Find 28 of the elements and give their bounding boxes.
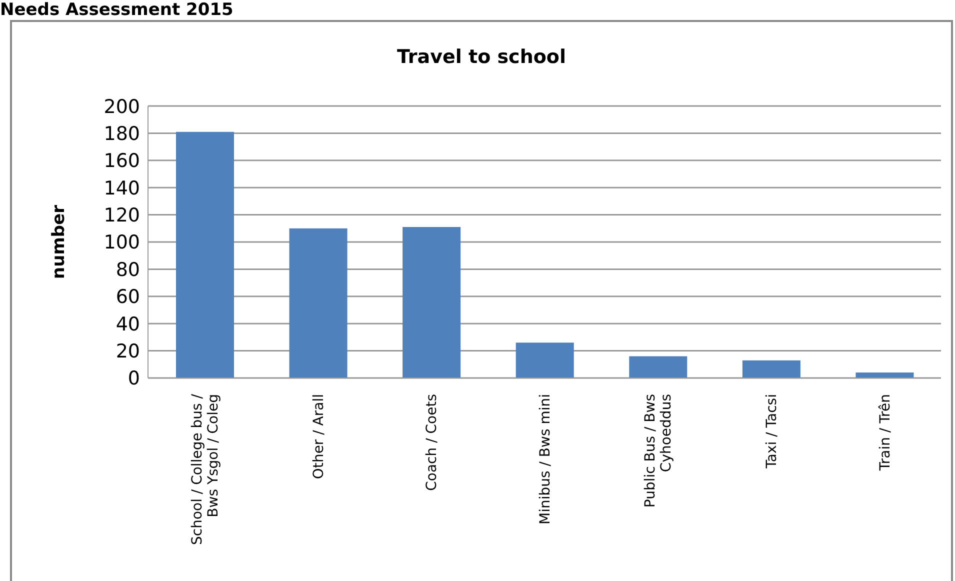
y-tick-label: 0 <box>128 368 140 390</box>
bar <box>176 132 234 378</box>
bar <box>742 360 800 378</box>
bar <box>629 356 688 378</box>
x-tick-label: Taxi / Tacsi <box>764 394 780 470</box>
x-tick-label: Public Bus / Bws Cyhoeddus <box>642 394 675 508</box>
y-tick-label: 20 <box>116 340 140 363</box>
x-tick-label: School / College bus / Bws Ysgol / Coleg <box>190 394 222 545</box>
y-tick-label: 40 <box>116 313 140 336</box>
y-tick-label: 80 <box>116 258 140 281</box>
bar <box>402 227 461 378</box>
y-tick-label: 60 <box>116 286 140 308</box>
y-axis-title: number <box>49 204 70 280</box>
text: Needs Assessment 2015 <box>0 0 234 20</box>
y-tick-label: 120 <box>104 204 140 227</box>
bar <box>856 372 914 378</box>
y-tick-label: 100 <box>104 232 140 254</box>
x-tick-label: Other / Arall <box>310 394 327 480</box>
y-tick-label: 200 <box>104 96 140 118</box>
x-tick-label: Train / Trên <box>877 394 894 472</box>
chart-title: Travel to school <box>396 46 567 68</box>
x-tick-label: Coach / Coets <box>424 394 440 491</box>
bar <box>289 228 348 378</box>
y-tick-label: 140 <box>104 177 140 200</box>
y-tick-label: 160 <box>104 150 140 172</box>
bar <box>516 342 574 378</box>
y-tick-label: 180 <box>104 122 140 145</box>
x-tick-label: Minibus / Bws mini <box>537 394 554 524</box>
